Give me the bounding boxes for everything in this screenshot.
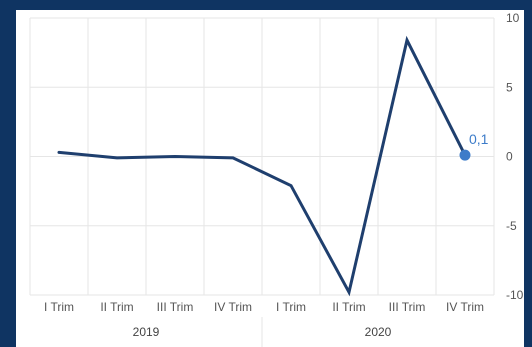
labels-layer: 10 5 0 -5 -10 I Trim II Trim III Trim IV Trim I T…	[44, 11, 524, 339]
y-tick-label: -10	[506, 288, 524, 302]
group-label: 2020	[365, 325, 392, 339]
grid	[29, 17, 495, 347]
y-tick-label: 5	[506, 80, 513, 94]
data-label: 0,1	[469, 131, 489, 147]
x-tick-label: IV Trim	[214, 300, 252, 314]
group-label: 2019	[133, 325, 160, 339]
x-tick-label: II Trim	[100, 300, 133, 314]
y-tick-label: 10	[506, 11, 520, 25]
x-tick-label: III Trim	[157, 300, 194, 314]
x-tick-label: II Trim	[332, 300, 365, 314]
line-chart: 10 5 0 -5 -10 I Trim II Trim III Trim IV Trim I T…	[29, 11, 524, 347]
x-tick-label: I Trim	[276, 300, 306, 314]
y-tick-label: 0	[506, 150, 513, 164]
y-tick-label: -5	[506, 219, 517, 233]
x-tick-label: III Trim	[389, 300, 426, 314]
data-point-marker	[459, 149, 471, 161]
chart-panel: 10 5 0 -5 -10 I Trim II Trim III Trim IV Trim I T…	[16, 10, 524, 347]
series-line	[57, 35, 467, 297]
x-tick-label: I Trim	[44, 300, 74, 314]
series-layer	[57, 35, 471, 297]
x-tick-label: IV Trim	[446, 300, 484, 314]
